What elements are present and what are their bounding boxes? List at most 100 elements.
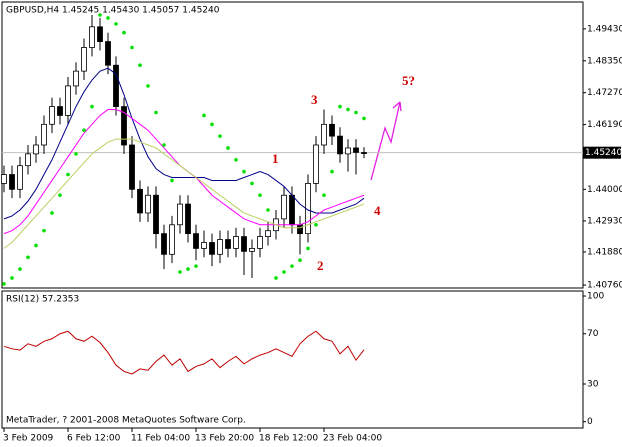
candle-body (49, 106, 55, 125)
sar-dot (114, 22, 118, 26)
candle-body (57, 106, 63, 116)
sar-dot (274, 276, 278, 280)
x-tick-label: 3 Feb 2009 (3, 434, 54, 444)
sar-dot (178, 270, 182, 274)
annotation: 3 (311, 92, 318, 107)
sar-dot (362, 116, 366, 121)
sar-dot (2, 282, 6, 286)
candle-body (81, 47, 87, 72)
candle-body (153, 194, 159, 235)
sar-dot (258, 193, 262, 198)
candle-body (121, 106, 127, 146)
y-tick-label: 1.41880 (587, 247, 622, 257)
candle-body (345, 147, 351, 155)
y-tick-label: 0 (587, 417, 593, 427)
annotation: 2 (317, 258, 324, 273)
candle-body (361, 152, 367, 154)
x-tick-label: 13 Feb 20:00 (195, 434, 254, 444)
sar-dot (322, 193, 326, 198)
sar-dot (106, 16, 110, 20)
candle-body (17, 165, 23, 190)
sar-dot (58, 193, 62, 198)
sar-dot (162, 143, 166, 147)
candle-body (161, 233, 167, 255)
rsi-panel (1, 290, 584, 429)
sar-dot (34, 243, 38, 248)
rsi-title: RSI(12) 57.2353 (6, 295, 79, 305)
sar-dot (74, 152, 78, 156)
candle-body (113, 64, 119, 107)
candle-body (281, 194, 287, 220)
sar-dot (210, 122, 214, 127)
sar-dot (218, 134, 222, 138)
moving-average (3, 138, 365, 249)
candle-body (297, 224, 303, 235)
candle-body (289, 194, 295, 226)
candle-body (33, 144, 39, 155)
sar-dot (194, 264, 198, 268)
sar-dot (122, 30, 126, 35)
annotation: 5? (402, 73, 415, 88)
sar-dot (266, 208, 270, 212)
candle-body (73, 70, 79, 87)
candle-body (249, 248, 255, 252)
sar-dot (154, 110, 158, 115)
sar-dot (250, 181, 254, 186)
sar-dot (26, 255, 30, 260)
candle-body (193, 233, 199, 249)
sar-dot (346, 107, 350, 112)
sar-dot (10, 276, 14, 280)
candle-body (1, 174, 7, 184)
sar-dot (242, 169, 246, 174)
candle-body (353, 147, 359, 153)
forecast-arrow (370, 101, 401, 181)
y-tick-label: 70 (587, 329, 599, 339)
y-tick-label: 30 (587, 380, 599, 390)
sar-dot (170, 178, 174, 183)
candle-body (89, 26, 95, 48)
sar-dot (42, 228, 46, 233)
sar-dot (314, 222, 318, 227)
sar-dot (146, 84, 150, 88)
sar-dot (66, 172, 70, 177)
candle-body (329, 123, 335, 137)
sar-dot (234, 157, 238, 162)
candle-body (225, 239, 231, 249)
y-tick-label: 1.46190 (587, 120, 622, 130)
sar-dot (354, 110, 358, 115)
candle-body (321, 123, 327, 146)
y-tick-label: 1.42930 (587, 216, 622, 226)
sar-dot (138, 63, 142, 68)
last-price-box (583, 146, 621, 159)
sar-dot (18, 267, 22, 271)
copyright: MetaTrader, ? 2001-2008 MetaQuotes Softw… (6, 416, 246, 426)
x-tick-label: 23 Feb 04:00 (323, 434, 382, 444)
y-tick-label: 100 (587, 292, 604, 302)
sar-dot (82, 128, 86, 133)
candle-body (129, 144, 135, 190)
y-tick-label: 1.49430 (587, 24, 622, 34)
x-tick-label: 18 Feb 12:00 (259, 434, 318, 444)
annotation: 4 (374, 203, 381, 218)
rsi-line (3, 330, 365, 375)
candle-body (209, 242, 215, 255)
sar-dot (330, 169, 334, 174)
sar-dot (338, 104, 342, 109)
candle-body (233, 236, 239, 249)
candle-body (217, 239, 223, 255)
candle-body (137, 188, 143, 214)
candle-body (177, 203, 183, 226)
candle-body (105, 41, 111, 66)
y-tick-label: 1.40760 (587, 281, 622, 291)
candle-body (97, 26, 103, 42)
sar-dot (130, 45, 134, 50)
candle-body (169, 224, 175, 255)
y-tick-label: 1.44000 (587, 185, 622, 195)
candle-body (257, 236, 263, 249)
sar-dot (50, 211, 54, 215)
candle-body (65, 85, 71, 116)
sar-dot (98, 13, 102, 17)
candle-body (9, 174, 15, 190)
candle-body (313, 144, 319, 184)
chart-title: GBPUSD,H4 1.45245 1.45430 1.45057 1.4524… (6, 6, 220, 16)
